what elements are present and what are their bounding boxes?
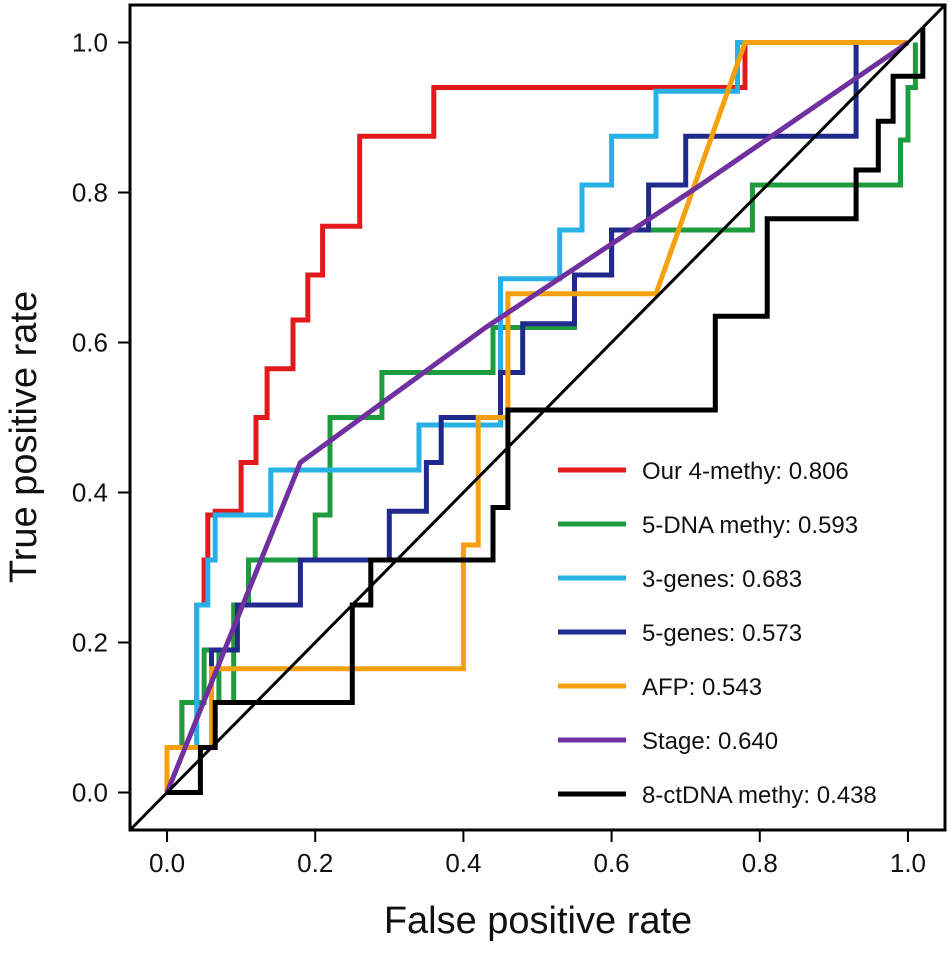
- y-tick-label: 1.0: [72, 28, 108, 58]
- legend-item-stage: Stage: 0.640: [558, 728, 778, 755]
- legend-label: AFP: 0.543: [642, 674, 762, 701]
- series-line-5-genes: [164, 40, 908, 793]
- legend-item-5-genes: 5-genes: 0.573: [558, 620, 802, 647]
- series-line-8-ctdna-methy: [167, 27, 926, 795]
- y-axis: 0.0 0.2 0.4 0.6 0.8 1.0: [72, 28, 130, 808]
- y-tick-label: 0.2: [72, 628, 108, 658]
- y-tick-label: 0.0: [72, 778, 108, 808]
- series-line-stage: [164, 40, 910, 794]
- x-tick-label: 0.4: [445, 848, 481, 878]
- legend-item-8-ctdna-methy: 8-ctDNA methy: 0.438: [558, 782, 877, 809]
- legend-label: Our 4-methy: 0.806: [642, 458, 849, 485]
- legend-label: 5-genes: 0.573: [642, 620, 802, 647]
- x-tick-label: 0.0: [149, 848, 185, 878]
- y-tick-label: 0.8: [72, 178, 108, 208]
- series-line-3-genes: [164, 40, 908, 793]
- legend-item-our-4-methy: Our 4-methy: 0.806: [558, 458, 849, 485]
- legend-item-5-dna-methy: 5-DNA methy: 0.593: [558, 512, 858, 539]
- x-tick-label: 1.0: [890, 848, 926, 878]
- legend-label: 3-genes: 0.683: [642, 566, 802, 593]
- legend-label: 5-DNA methy: 0.593: [642, 512, 858, 539]
- x-axis: 0.0 0.2 0.4 0.6 0.8 1.0: [149, 830, 926, 878]
- reference-diagonal-line: [128, 3, 947, 832]
- legend-item-afp: AFP: 0.543: [558, 674, 762, 701]
- y-tick-label: 0.4: [72, 478, 108, 508]
- legend-item-3-genes: 3-genes: 0.683: [558, 566, 802, 593]
- y-axis-title: True positive rate: [3, 291, 45, 583]
- y-tick-label: 0.6: [72, 328, 108, 358]
- series-layer: [128, 3, 947, 832]
- x-tick-label: 0.6: [594, 848, 630, 878]
- plot-frame: [128, 3, 947, 832]
- x-axis-title: False positive rate: [384, 900, 692, 942]
- legend-label: 8-ctDNA methy: 0.438: [642, 782, 877, 809]
- legend: Our 4-methy: 0.806 5-DNA methy: 0.593 3-ge…: [558, 458, 877, 809]
- x-tick-label: 0.8: [742, 848, 778, 878]
- x-tick-label: 0.2: [297, 848, 333, 878]
- legend-label: Stage: 0.640: [642, 728, 778, 755]
